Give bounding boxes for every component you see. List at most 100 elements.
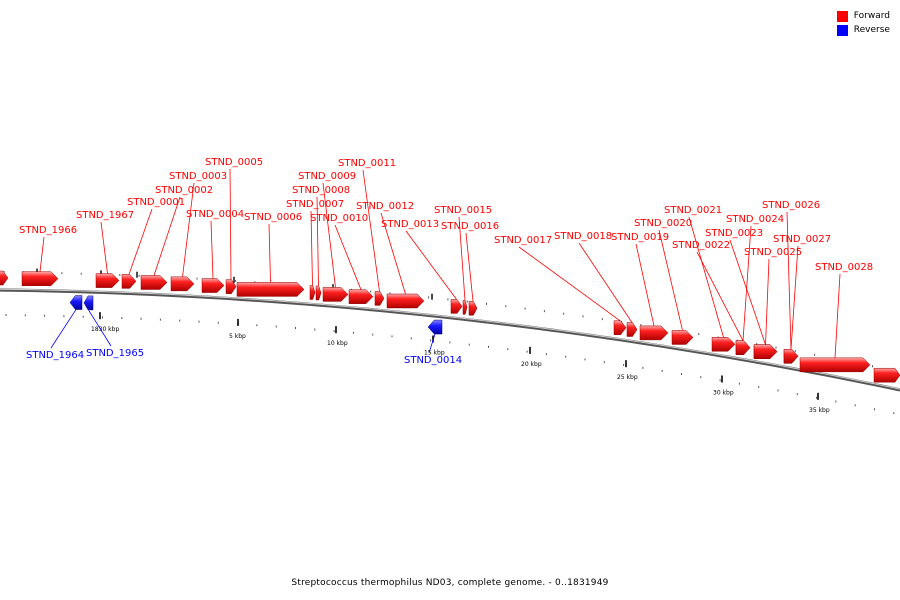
gene-label-stnd_0016[interactable]: STND_0016: [441, 221, 499, 232]
gene-arrow-stnd_0021[interactable]: [711, 337, 736, 352]
gene-leader-line: [100, 221, 108, 274]
gene-label-stnd_0002[interactable]: STND_0002: [155, 185, 213, 196]
gene-arrow-stnd_0019[interactable]: [639, 325, 669, 341]
gene-arrow-stnd_0014[interactable]: [427, 319, 443, 335]
gene-label-stnd_0026[interactable]: STND_0026: [762, 200, 820, 211]
gene-label-stnd_0025[interactable]: STND_0025: [744, 247, 802, 258]
gene-arrow-stnd_0024[interactable]: [735, 340, 751, 355]
gene-arrow-stnd_0002[interactable]: [140, 275, 168, 290]
scale-label: 20 kbp: [521, 361, 542, 368]
gene-arrow-stnd_0028[interactable]: [799, 357, 871, 373]
gene-label-stnd_0006[interactable]: STND_0006: [244, 212, 302, 223]
gene-arrow-stnd_0018[interactable]: [626, 322, 638, 337]
gene-label-stnd_1966[interactable]: STND_1966: [19, 225, 77, 236]
gene-arrow-stnd_0004[interactable]: [201, 278, 225, 293]
gene-label-stnd_0005[interactable]: STND_0005: [205, 157, 263, 168]
gene-leader-line: [50, 309, 77, 349]
gene-label-stnd_0003[interactable]: STND_0003: [169, 171, 227, 182]
gene-leader-line: [635, 243, 655, 327]
gene-arrow-stnd_1965[interactable]: [83, 295, 94, 311]
gene-leader-line: [518, 246, 621, 322]
gene-arrow-stnd_0005[interactable]: [225, 279, 237, 294]
gene-arrow-stnd_0008[interactable]: [315, 285, 322, 301]
gene-label-stnd_0020[interactable]: STND_0020: [634, 218, 692, 229]
forward-swatch: [836, 10, 848, 22]
gene-arrow-stnd_1967[interactable]: [95, 273, 120, 288]
gene-label-stnd_1967[interactable]: STND_1967: [76, 210, 134, 221]
legend-reverse-label: Reverse: [853, 25, 890, 35]
gene-leader-line: [578, 242, 633, 323]
gene-label-stnd_1965[interactable]: STND_1965: [86, 348, 144, 359]
gene-arrow-stnd_0016[interactable]: [468, 301, 478, 316]
gene-arrow-stnd_1964[interactable]: [69, 295, 83, 310]
gene-leader-line: [268, 223, 271, 283]
gene-label-stnd_0014[interactable]: STND_0014: [404, 355, 462, 366]
gene-leader-line: [182, 182, 195, 277]
gene-label-stnd_0024[interactable]: STND_0024: [726, 214, 784, 225]
gene-label-stnd_0011[interactable]: STND_0011: [338, 158, 396, 169]
gene-label-stnd_0018[interactable]: STND_0018: [554, 231, 612, 242]
gene-label-stnd_0012[interactable]: STND_0012: [356, 201, 414, 212]
scale-label: 10 kbp: [327, 340, 348, 347]
scale-label: 30 kbp: [713, 389, 734, 396]
gene-leader-line: [128, 208, 153, 275]
gene-label-stnd_0004[interactable]: STND_0004: [186, 209, 244, 220]
gene-leader-line: [658, 229, 683, 331]
gene-arrow-stnd_0009[interactable]: [322, 287, 349, 302]
gene-leader-line: [210, 220, 214, 279]
gene-label-stnd_1964[interactable]: STND_1964: [26, 350, 84, 361]
gene-label-stnd_0028[interactable]: STND_0028: [815, 262, 873, 273]
gene-arrow-stnd_0013[interactable]: [450, 299, 463, 314]
gene-leader-line: [696, 251, 744, 341]
gene-arrow-stnd_0003[interactable]: [170, 276, 195, 292]
gene-arrow-stnd_0020[interactable]: [671, 330, 694, 345]
gene-label-stnd_0023[interactable]: STND_0023: [705, 228, 763, 239]
gene-label-stnd_0010[interactable]: STND_0010: [310, 213, 368, 224]
gene-label-stnd_0015[interactable]: STND_0015: [434, 205, 492, 216]
gene-label-stnd_0022[interactable]: STND_0022: [672, 240, 730, 251]
gene-label-stnd_0013[interactable]: STND_0013: [381, 219, 439, 230]
gene-leader-line: [88, 309, 112, 347]
reverse-swatch: [836, 24, 848, 36]
gene-leader-line: [310, 210, 313, 286]
gene-arrow-stnd_0010[interactable]: [348, 289, 374, 304]
gene-leader-line: [362, 169, 380, 292]
gene-label-stnd_0008[interactable]: STND_0008: [292, 185, 350, 196]
gene-arrow-stnd_0015[interactable]: [462, 300, 468, 315]
gene-arrow-stnd_0027[interactable]: [783, 349, 799, 364]
gene-label-stnd_0021[interactable]: STND_0021: [664, 205, 722, 216]
gene-label-stnd_0017[interactable]: STND_0017: [494, 235, 552, 246]
gene-label-stnd_0001[interactable]: STND_0001: [127, 197, 185, 208]
gene-arrow-unlabeled[interactable]: [873, 367, 900, 383]
gene-arrow-stnd_0007[interactable]: [309, 285, 316, 300]
gene-arrow-stnd_0025[interactable]: [753, 344, 778, 359]
gene-leader-line: [380, 212, 406, 295]
legend-forward: Forward: [836, 9, 890, 23]
gene-label-stnd_0007[interactable]: STND_0007: [286, 199, 344, 210]
gene-label-stnd_0027[interactable]: STND_0027: [773, 234, 831, 245]
gene-arrow-stnd_0017[interactable]: [613, 320, 627, 335]
gene-leader-line: [688, 216, 724, 338]
gene-label-stnd_0019[interactable]: STND_0019: [611, 232, 669, 243]
gene-label-stnd_0009[interactable]: STND_0009: [298, 171, 356, 182]
genome-backbone: [0, 288, 900, 392]
legend: Forward Reverse: [836, 9, 890, 37]
gene-leader-line: [465, 232, 474, 302]
gene-arrow-stnd_1966[interactable]: [21, 271, 59, 286]
gene-leader-line: [316, 196, 319, 286]
gene-leader-line: [322, 182, 336, 288]
gene-arrow-stnd_0001[interactable]: [121, 274, 137, 289]
gene-leader-line: [790, 245, 799, 350]
scale-label: 15 kbp: [424, 349, 445, 356]
legend-reverse: Reverse: [836, 23, 890, 37]
gene-leader-line: [405, 230, 457, 300]
gene-leader-line: [334, 224, 362, 290]
gene-leader-line: [39, 236, 45, 272]
gene-leader-line: [729, 239, 766, 345]
gene-arrow-stnd_0006[interactable]: [236, 282, 305, 297]
gene-arrow-stnd_0012[interactable]: [386, 293, 425, 309]
gene-arrow-stnd_0011[interactable]: [374, 291, 385, 306]
scale-label: 25 kbp: [617, 374, 638, 381]
gene-arrow-unlabeled[interactable]: [0, 270, 9, 286]
scale-label: 5 kbp: [229, 333, 246, 340]
